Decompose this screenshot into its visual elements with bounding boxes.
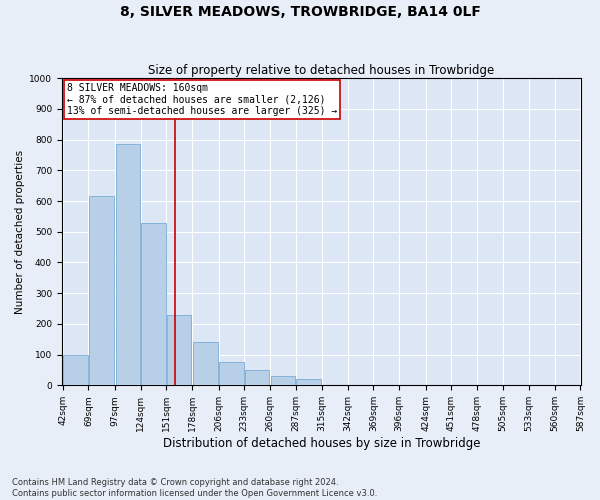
Bar bbox=[245, 370, 269, 386]
Text: 8, SILVER MEADOWS, TROWBRIDGE, BA14 0LF: 8, SILVER MEADOWS, TROWBRIDGE, BA14 0LF bbox=[119, 5, 481, 19]
Bar bbox=[193, 342, 218, 386]
Bar bbox=[167, 314, 191, 386]
Bar bbox=[142, 222, 166, 386]
Bar bbox=[219, 362, 244, 386]
Title: Size of property relative to detached houses in Trowbridge: Size of property relative to detached ho… bbox=[148, 64, 495, 77]
Bar bbox=[296, 379, 322, 386]
Bar bbox=[89, 196, 115, 386]
Bar bbox=[271, 376, 295, 386]
Text: Contains HM Land Registry data © Crown copyright and database right 2024.
Contai: Contains HM Land Registry data © Crown c… bbox=[12, 478, 377, 498]
Text: 8 SILVER MEADOWS: 160sqm
← 87% of detached houses are smaller (2,126)
13% of sem: 8 SILVER MEADOWS: 160sqm ← 87% of detach… bbox=[67, 83, 337, 116]
Bar bbox=[64, 354, 88, 386]
Y-axis label: Number of detached properties: Number of detached properties bbox=[15, 150, 25, 314]
Bar bbox=[116, 144, 140, 386]
X-axis label: Distribution of detached houses by size in Trowbridge: Distribution of detached houses by size … bbox=[163, 437, 481, 450]
